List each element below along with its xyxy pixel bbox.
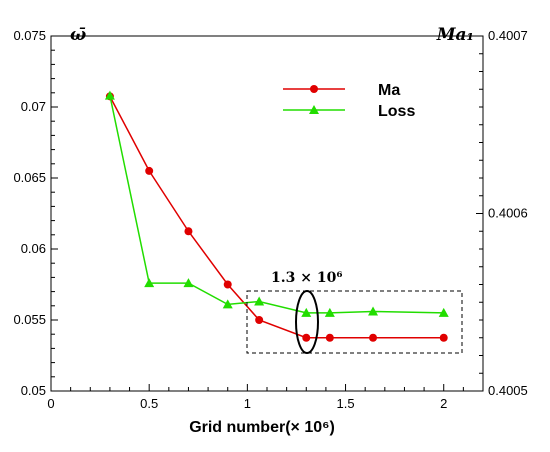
- point-ma-5: [302, 333, 311, 342]
- point-ma-4: [255, 316, 264, 324]
- left-tick-label-3: 0.065: [13, 170, 46, 185]
- legend-label-ma: Ma: [378, 82, 400, 99]
- left-tick-label-1: 0.055: [13, 312, 46, 327]
- point-loss-5: [301, 307, 312, 317]
- x-axis-title: Grid number(× 10⁶): [189, 419, 335, 436]
- annotation: 1.3 × 10⁶: [246, 270, 463, 354]
- point-loss-0: [104, 90, 115, 100]
- point-loss-7: [368, 306, 379, 316]
- right-axis-title: Ma₁: [436, 25, 474, 45]
- point-ma-1: [145, 166, 154, 175]
- legend-marker-loss: [309, 105, 319, 114]
- left-tick-label-2: 0.06: [21, 241, 46, 256]
- point-loss-6: [324, 307, 335, 317]
- x-tick-label-4: 2: [440, 396, 447, 411]
- right-axis-ticks: 0.4005 0.4006 0.4007: [476, 28, 528, 398]
- x-tick-label-0: 0: [47, 396, 54, 411]
- left-tick-label-4: 0.07: [21, 99, 46, 114]
- legend-label-loss: Loss: [378, 103, 415, 120]
- annotation-label: 1.3 × 10⁶: [271, 270, 342, 286]
- point-ma-8: [439, 333, 448, 342]
- left-axis-title: ω̄: [70, 25, 86, 45]
- point-ma-2: [184, 227, 193, 236]
- right-tick-label-0: 0.4005: [488, 383, 528, 398]
- legend-marker-ma: [310, 85, 318, 93]
- series-line-ma: [109, 96, 444, 339]
- x-tick-label-1: 0.5: [140, 396, 158, 411]
- point-loss-1: [144, 278, 155, 288]
- point-loss-2: [183, 278, 194, 288]
- point-loss-3: [222, 299, 233, 309]
- series-layer: [104, 90, 449, 342]
- legend: Ma Loss: [283, 82, 415, 120]
- left-axis-ticks: 0.05 0.055 0.06 0.065 0.07 0.075: [13, 28, 58, 398]
- annotation-ellipse: [295, 290, 319, 354]
- left-tick-label-5: 0.075: [13, 28, 46, 43]
- right-tick-label-1: 0.4006: [488, 206, 528, 221]
- point-loss-4: [254, 296, 265, 306]
- x-tick-label-3: 1.5: [337, 396, 355, 411]
- x-axis-ticks: 0 0.5 1 1.5 2: [47, 384, 464, 411]
- x-tick-label-2: 1: [244, 396, 251, 411]
- right-tick-label-2: 0.4007: [488, 28, 528, 43]
- point-ma-3: [223, 280, 232, 289]
- point-loss-8: [438, 307, 449, 317]
- left-tick-label-0: 0.05: [21, 383, 46, 398]
- point-ma-6: [325, 333, 334, 342]
- annotation-box: [246, 290, 463, 354]
- point-ma-7: [369, 333, 378, 342]
